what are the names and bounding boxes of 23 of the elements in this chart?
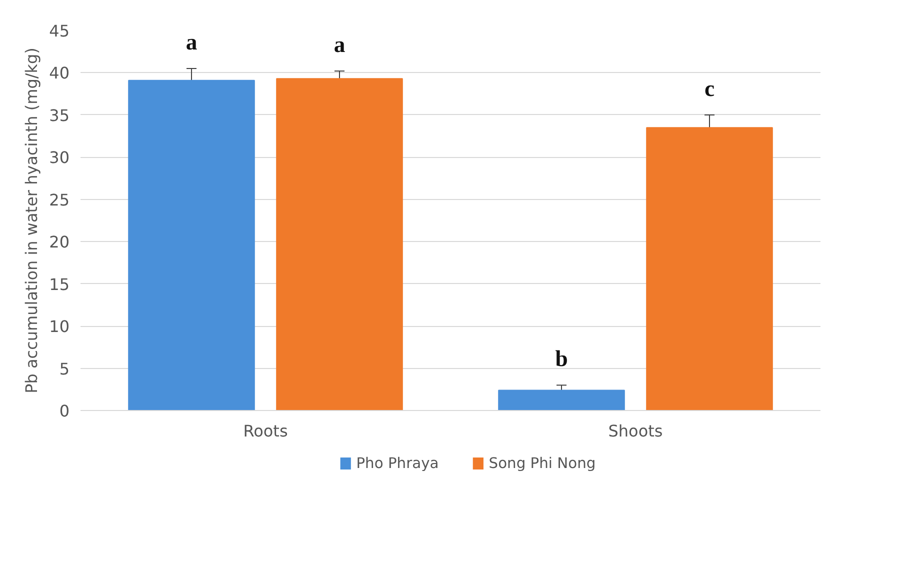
y-tick-label: 0: [59, 402, 70, 420]
y-tick-label: 15: [49, 274, 70, 294]
y-tick-label: 20: [49, 232, 70, 252]
bar: [646, 127, 773, 410]
bar: [128, 80, 255, 410]
y-tick-label: 35: [49, 106, 70, 125]
data-label: b: [555, 346, 568, 372]
legend-label: Pho Phraya: [356, 455, 439, 472]
x-tick-label: Shoots: [608, 422, 663, 440]
bar: [498, 390, 625, 410]
data-label: c: [704, 76, 715, 101]
y-tick-label: 40: [49, 64, 70, 83]
bar: [276, 78, 403, 410]
data-label: a: [334, 32, 346, 58]
y-axis-title: Pb accumulation in water hyacinth (mg/kg): [22, 48, 42, 394]
y-tick-label: 30: [49, 148, 70, 168]
y-tick-label: 25: [49, 190, 70, 210]
y-tick-label: 10: [49, 317, 70, 336]
y-tick-label: 5: [59, 359, 70, 378]
data-label: a: [186, 30, 198, 54]
legend-label: Song Phi Nong: [488, 455, 596, 472]
x-tick-label: Roots: [243, 422, 288, 440]
y-tick-label: 45: [49, 22, 70, 40]
